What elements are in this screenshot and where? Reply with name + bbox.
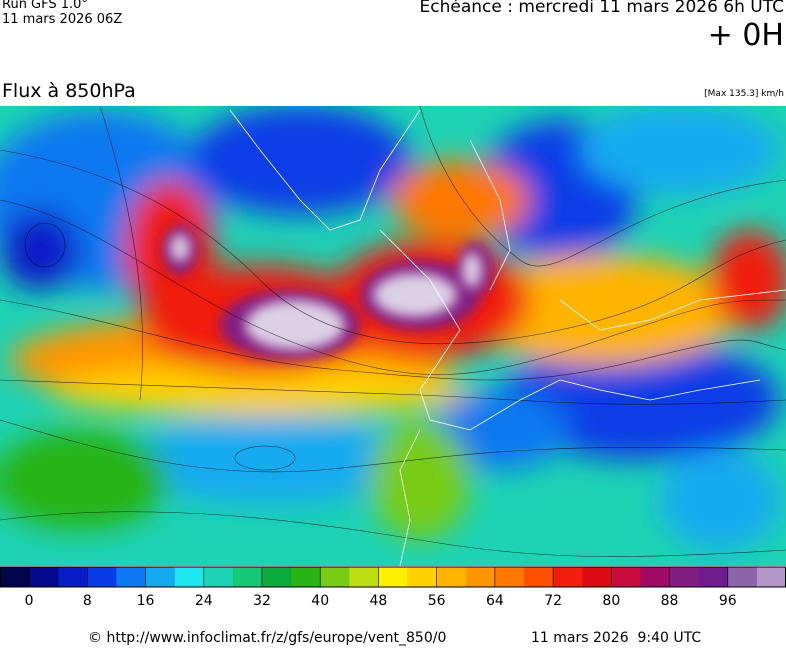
color-swatch — [582, 567, 612, 587]
color-swatch — [174, 567, 205, 587]
colorbar-tick-label: 64 — [486, 593, 504, 609]
run-label: Run GFS 1.0° — [2, 0, 88, 12]
color-swatch — [145, 567, 176, 587]
color-swatch — [494, 567, 525, 587]
color-swatch — [669, 567, 700, 587]
colorbar-tick-label: 48 — [370, 593, 388, 609]
color-swatch — [553, 567, 583, 587]
colorbar-tick-label: 96 — [719, 593, 737, 609]
color-swatch — [87, 567, 117, 587]
source-credit: © http://www.infoclimat.fr/z/gfs/europe/… — [88, 630, 447, 646]
colorbar-tick-label: 24 — [195, 593, 213, 609]
colorbar-tick-label: 32 — [253, 593, 271, 609]
max-note: [Max 135.3] km/h — [704, 89, 784, 99]
color-swatch — [320, 567, 350, 587]
color-swatch — [203, 567, 234, 587]
map-title: Flux à 850hPa — [2, 80, 136, 102]
color-swatch — [116, 567, 147, 587]
color-swatch — [465, 567, 496, 587]
color-swatch — [58, 567, 88, 587]
valid-time: Echéance : mercredi 11 mars 2026 6h UTC — [419, 0, 784, 17]
colorbar-tick-label: 16 — [137, 593, 155, 609]
colorbar-tick-label: 8 — [83, 593, 92, 609]
color-swatch — [727, 567, 758, 587]
colorbar-tick-label: 0 — [25, 593, 34, 609]
color-swatch — [262, 567, 292, 587]
colorbar-tick-label: 56 — [428, 593, 446, 609]
color-swatch — [611, 567, 641, 587]
color-swatch — [407, 567, 438, 587]
color-swatch — [524, 567, 554, 587]
color-swatch — [640, 567, 671, 587]
run-date: 11 mars 2026 06Z — [2, 12, 123, 27]
color-swatch — [698, 567, 729, 587]
color-swatch — [0, 567, 30, 587]
color-swatch — [232, 567, 263, 587]
colorbar-tick-label: 88 — [661, 593, 679, 609]
colorbar-tick-label: 72 — [544, 593, 562, 609]
color-swatch — [29, 567, 59, 587]
colorbar: 0 8 16 24 32 40 48 56 64 72 80 88 96 — [0, 566, 786, 609]
color-swatch — [436, 567, 467, 587]
color-swatch — [291, 567, 321, 587]
lead-time: + 0H — [707, 18, 784, 53]
colorbar-tick-label: 40 — [311, 593, 329, 609]
color-swatch — [349, 567, 379, 587]
wind-field — [0, 106, 786, 566]
color-swatch — [756, 567, 786, 587]
colorbar-tick-label: 80 — [602, 593, 620, 609]
color-swatch — [378, 567, 409, 587]
generated-time: 11 mars 2026 9:40 UTC — [531, 630, 702, 646]
